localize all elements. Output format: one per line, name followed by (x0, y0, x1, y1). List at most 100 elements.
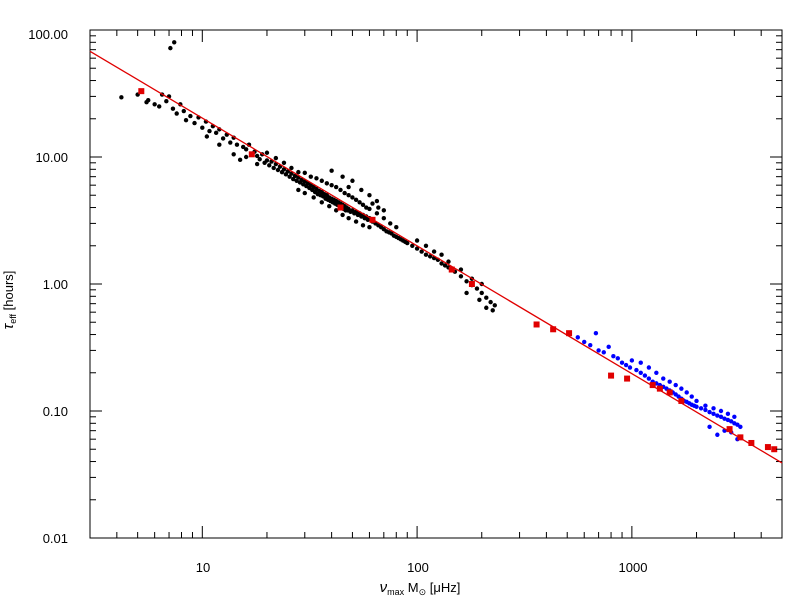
data-point-s0-125 (414, 246, 420, 251)
data-point-s2-1 (248, 151, 255, 158)
data-point-s0-136 (464, 279, 469, 284)
data-point-s0-147 (324, 181, 330, 186)
data-point-s1-12 (629, 358, 635, 363)
data-point-s0-48 (281, 167, 287, 172)
data-point-s0-197 (439, 252, 444, 257)
data-point-s1-41 (728, 419, 734, 424)
data-point-s1-56 (711, 406, 716, 411)
data-point-s0-150 (338, 187, 343, 193)
data-point-s0-175 (273, 155, 279, 161)
data-point-s1-46 (646, 365, 652, 370)
data-point-s1-53 (689, 394, 694, 399)
data-point-s1-16 (646, 376, 652, 381)
data-point-s0-172 (360, 223, 366, 228)
data-point-s1-8 (615, 356, 621, 361)
data-point-s0-196 (431, 249, 437, 254)
data-point-s1-34 (703, 407, 708, 413)
data-point-s0-15 (183, 117, 189, 123)
data-point-s1-54 (694, 398, 699, 404)
data-point-s2-5 (468, 281, 475, 287)
data-point-s0-135 (458, 274, 464, 279)
data-point-s0-139 (479, 290, 484, 296)
data-point-s0-165 (311, 195, 316, 200)
x-label-units: [μHz] (426, 580, 460, 595)
data-point-s2-4 (448, 266, 455, 273)
y-tick-label-0.01: 0.01 (43, 531, 68, 546)
data-point-s0-17 (192, 120, 197, 126)
data-point-s1-48 (661, 376, 666, 381)
data-point-s0-32 (243, 147, 249, 152)
data-point-s0-188 (340, 174, 345, 179)
data-point-s1-7 (611, 354, 616, 359)
data-point-s0-183 (204, 134, 210, 139)
data-point-s1-4 (596, 348, 601, 353)
data-point-s0-180 (243, 154, 249, 160)
data-point-s0-168 (333, 208, 339, 213)
data-point-s2-12 (656, 385, 663, 392)
x-tick-label-100: 100 (407, 560, 429, 575)
data-point-s0-164 (302, 190, 307, 196)
data-point-s2-8 (566, 330, 573, 337)
data-points (119, 40, 778, 453)
data-point-s0-11 (168, 45, 173, 51)
data-point-s0-25 (220, 136, 226, 141)
data-point-s1-9 (619, 360, 625, 365)
data-point-s1-60 (715, 432, 720, 437)
data-point-s1-11 (627, 365, 633, 370)
data-point-s0-171 (353, 219, 359, 224)
data-point-s0-12 (174, 111, 179, 116)
data-point-s0-31 (240, 144, 246, 150)
y-tick-label-100: 100.00 (28, 27, 68, 42)
y-tick-label-10: 10.00 (35, 150, 68, 165)
x-label-sub1: max (387, 587, 405, 597)
data-point-s0-181 (254, 161, 260, 167)
x-tick-label-10: 10 (196, 560, 210, 575)
data-point-s0-126 (419, 249, 424, 254)
data-point-s2-18 (764, 444, 771, 451)
y-tick-label-0.1: 0.10 (43, 404, 68, 419)
data-point-s0-173 (367, 225, 372, 230)
data-point-s0-7 (164, 99, 169, 104)
data-point-s0-154 (353, 197, 359, 203)
data-point-s0-132 (442, 263, 448, 268)
data-point-s1-5 (601, 350, 606, 355)
data-point-s1-63 (707, 424, 712, 430)
data-point-s0-143 (302, 170, 307, 176)
data-point-s1-39 (722, 416, 727, 421)
data-point-s0-146 (319, 178, 324, 183)
data-point-s1-49 (667, 379, 672, 384)
data-point-s0-185 (367, 193, 372, 198)
data-point-s0-123 (405, 240, 410, 246)
data-point-s1-3 (593, 330, 599, 336)
data-point-s0-128 (427, 254, 433, 259)
data-point-s0-203 (490, 308, 495, 313)
data-point-s0-194 (414, 238, 420, 243)
data-point-s0-166 (319, 200, 324, 205)
data-point-s0-204 (477, 297, 482, 303)
data-point-s0-0 (119, 95, 124, 100)
data-point-s0-10 (172, 40, 177, 45)
data-point-s2-11 (649, 382, 656, 389)
data-point-s1-37 (715, 413, 720, 418)
data-point-s0-182 (217, 142, 222, 147)
data-point-s1-47 (654, 370, 659, 375)
data-point-s2-2 (337, 204, 344, 211)
data-point-s0-144 (308, 174, 314, 179)
data-point-s1-51 (679, 386, 684, 391)
data-point-s1-6 (606, 344, 611, 350)
data-point-s0-189 (346, 184, 351, 190)
data-point-s1-32 (694, 404, 699, 409)
y-axis-label: τeff [hours] (0, 271, 18, 330)
data-point-s1-45 (638, 360, 643, 365)
data-point-s0-5 (157, 104, 162, 109)
data-point-s1-58 (725, 411, 731, 417)
data-point-s0-23 (213, 130, 219, 136)
data-point-s2-7 (550, 326, 557, 333)
data-point-s2-10 (624, 375, 631, 382)
data-point-s0-55 (294, 178, 299, 183)
axis-ticks (89, 29, 783, 539)
data-point-s0-43 (271, 165, 276, 171)
data-point-s1-14 (638, 370, 643, 375)
data-point-s2-17 (748, 439, 755, 446)
data-point-s0-152 (346, 193, 351, 198)
